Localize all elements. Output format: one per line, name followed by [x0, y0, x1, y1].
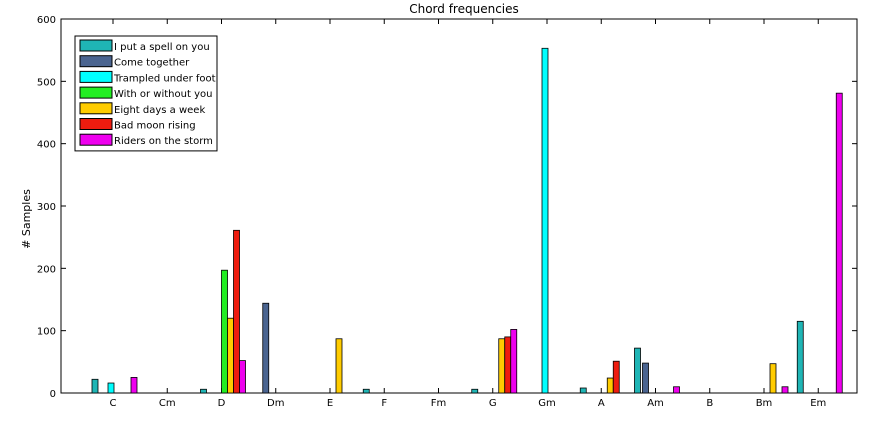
- bar: [107, 382, 115, 394]
- legend-swatch: [79, 102, 113, 115]
- bar: [541, 47, 549, 394]
- bar: [221, 269, 228, 394]
- bar: [796, 320, 804, 394]
- y-tick-label: 100: [37, 327, 56, 338]
- legend-swatch: [79, 55, 113, 68]
- x-tick-label: Gm: [538, 398, 556, 409]
- bar: [239, 360, 246, 394]
- bar: [504, 336, 512, 394]
- x-tick-label: Dm: [267, 398, 284, 409]
- plot-area: 0 100 200 300 400 500 600 C Cm D Dm E F Fm G Gm A Am B Bm Em: [37, 15, 858, 409]
- legend-swatch: [79, 39, 113, 52]
- x-tick-label: Am: [647, 398, 664, 409]
- y-tick-label: 400: [37, 140, 56, 151]
- x-tick-label: Cm: [159, 398, 176, 409]
- bar: [200, 388, 207, 394]
- legend-entry-label: Riders on the storm: [114, 136, 213, 147]
- legend-swatch: [79, 118, 113, 130]
- x-tick-label: Fm: [431, 398, 447, 409]
- legend-entry-label: Bad moon rising: [114, 121, 196, 132]
- x-tick-label: F: [381, 398, 387, 409]
- x-tick-label: Em: [810, 398, 826, 409]
- y-tick-label: 300: [37, 202, 56, 213]
- bar: [835, 92, 843, 394]
- x-tick-label: D: [218, 398, 226, 409]
- bar: [769, 363, 777, 394]
- bar: [612, 360, 620, 394]
- legend-entry-label: Eight days a week: [114, 105, 205, 116]
- bar: [335, 338, 343, 394]
- bar: [130, 377, 138, 394]
- x-tick-label: E: [327, 398, 333, 409]
- legend-swatch: [79, 70, 113, 83]
- legend-entry-label: Come together: [114, 58, 190, 69]
- bar: [91, 378, 99, 394]
- bar: [579, 387, 587, 394]
- legend-swatch: [79, 133, 113, 146]
- bar: [634, 347, 641, 394]
- bar: [498, 338, 506, 394]
- y-axis-label: # Samples: [20, 189, 33, 249]
- bar: [362, 388, 370, 394]
- bar: [781, 386, 789, 394]
- y-tick-label: 500: [37, 77, 56, 88]
- chart-title: Chord frequencies: [409, 2, 519, 16]
- legend-swatch: [79, 86, 113, 99]
- bar: [227, 317, 234, 394]
- x-tick-label: B: [706, 398, 713, 409]
- bar: [510, 329, 518, 394]
- legend-entry-label: With or without you: [114, 89, 212, 100]
- legend-entry-label: I put a spell on you: [114, 42, 210, 53]
- bar: [262, 302, 270, 394]
- bar: [233, 229, 240, 394]
- x-tick-label: Bm: [756, 398, 773, 409]
- bar: [642, 362, 649, 394]
- bar: [471, 388, 479, 394]
- bar: [606, 377, 614, 394]
- y-tick-label: 600: [37, 15, 56, 26]
- legend-entry-label: Trampled under foot: [113, 73, 216, 84]
- bar: [673, 386, 680, 394]
- x-tick-label: C: [110, 398, 117, 409]
- x-tick-label: A: [598, 398, 605, 409]
- x-tick-label: G: [489, 398, 497, 409]
- y-tick-label: 200: [37, 264, 56, 275]
- y-tick-label: 0: [50, 389, 56, 400]
- legend: I put a spell on you Come together Trample…: [74, 35, 218, 152]
